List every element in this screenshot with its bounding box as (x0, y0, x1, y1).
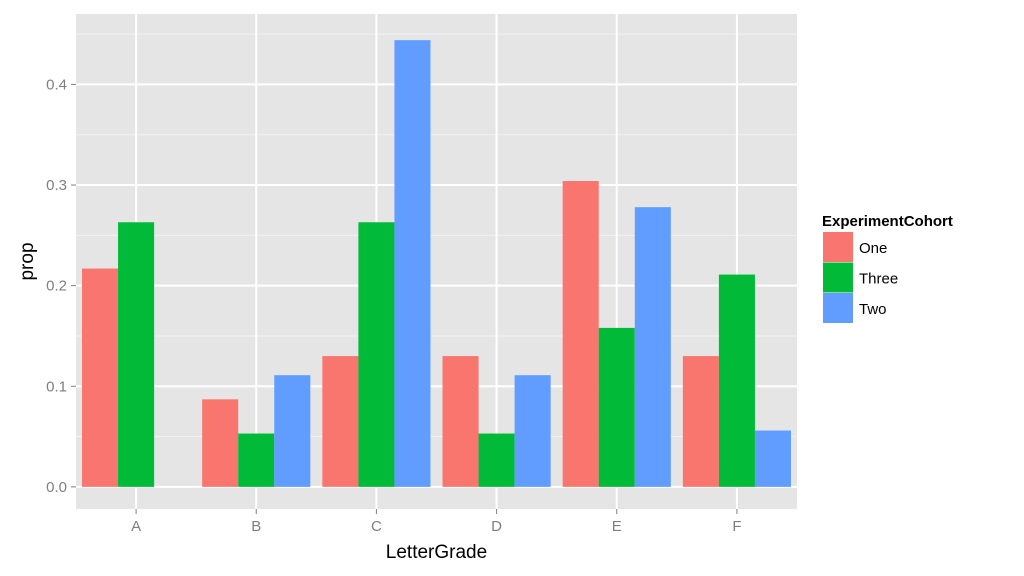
legend-label-one: One (859, 240, 887, 257)
legend-swatch-one (823, 232, 853, 262)
legend-swatch-two (823, 293, 853, 323)
bar-C-three (358, 222, 395, 487)
bar-E-three (598, 327, 635, 487)
bar-A-one (82, 268, 119, 487)
bar-A-three (118, 222, 155, 487)
x-tick-label: C (371, 518, 382, 535)
plot-panel (76, 14, 797, 509)
legend-title: ExperimentCohort (822, 213, 953, 230)
bar-E-two (634, 207, 671, 487)
bar-E-one (562, 181, 599, 487)
legend: ExperimentCohort One Three Two (822, 213, 953, 323)
bar-B-three (238, 433, 275, 487)
legend-items: One Three Two (823, 232, 898, 323)
bar-D-three (478, 433, 515, 487)
legend-label-three: Three (859, 271, 898, 288)
x-axis-title: LetterGrade (386, 542, 487, 563)
bar-layer (82, 40, 791, 487)
bar-B-one (202, 399, 239, 487)
x-tick-label: D (491, 518, 502, 535)
bar-F-three (718, 274, 755, 487)
y-tick-label: 0.4 (46, 76, 67, 93)
bar-C-two (394, 40, 431, 487)
y-tick-label: 0.2 (46, 278, 67, 295)
bar-D-two (514, 375, 551, 487)
x-tick-label: E (612, 518, 622, 535)
y-tick-label: 0.0 (46, 479, 67, 496)
x-tick-label: F (732, 518, 741, 535)
x-tick-label: A (131, 518, 141, 535)
bar-F-two (754, 430, 791, 487)
y-tick-label: 0.3 (46, 177, 67, 194)
x-tick-label: B (251, 518, 261, 535)
legend-swatch-three (823, 262, 853, 293)
bar-C-one (322, 356, 359, 487)
y-tick-label: 0.1 (46, 378, 67, 395)
y-axis-title: prop (17, 242, 38, 280)
bar-F-one (682, 356, 719, 487)
legend-label-two: Two (859, 301, 887, 318)
axis-layer: 0.0 0.1 0.2 0.3 0.4 A B C D E F (46, 76, 741, 535)
bar-D-one (442, 356, 479, 487)
bar-B-two (274, 375, 311, 487)
